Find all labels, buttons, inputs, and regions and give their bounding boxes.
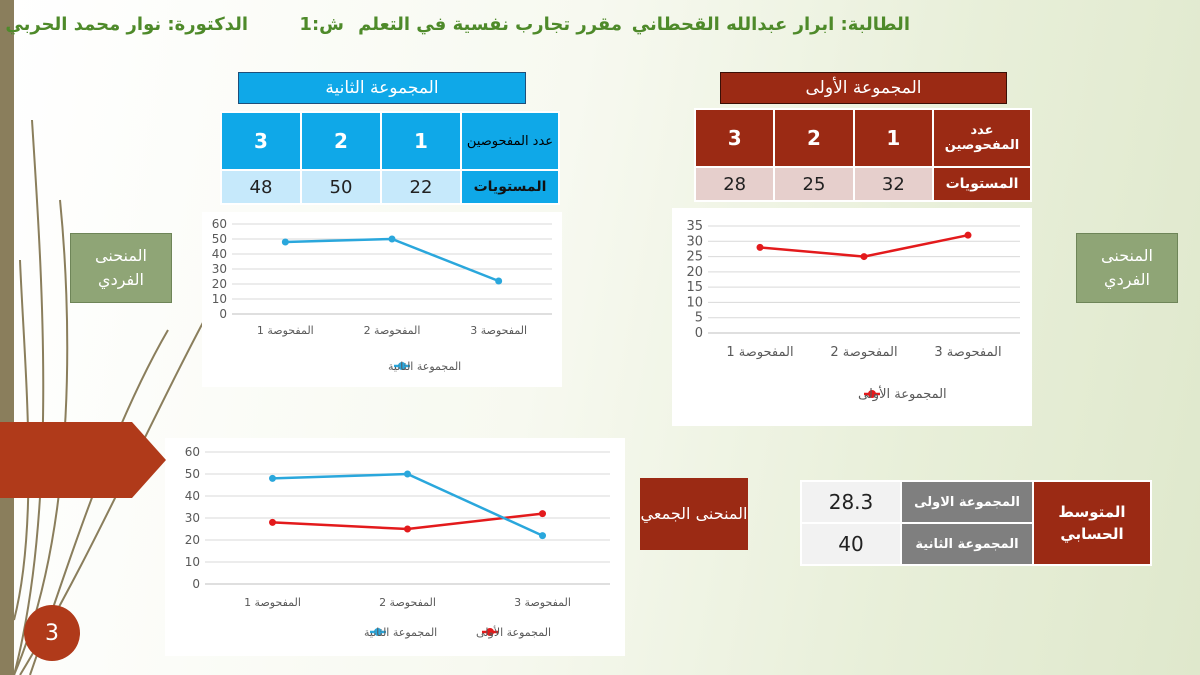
x-tick-label: المفحوصة 1 [244,596,301,609]
y-tick-label: 50 [212,232,227,246]
data-point [860,253,868,261]
y-tick-label: 30 [686,234,703,249]
group2-title: المجموعة الثانية [238,72,526,104]
group1-subject-3: 3 [693,108,776,168]
x-tick-label: المفحوصة 2 [364,324,421,337]
slide-header: الطالبة: ابرار عبدالله القحطاني مقرر تجا… [0,6,1060,50]
y-tick-label: 20 [212,277,227,291]
mean-table: المتوسط الحسابي المجموعة الاولى 28.3 الم… [800,480,1152,566]
data-point [964,231,972,239]
legend-label: المجموعة الثانية [364,626,437,639]
group1-level-1: 32 [852,166,935,202]
group1-subjects-label: عدد المفحوصين [932,108,1032,168]
legend-label: المجموعة الأولى [858,385,947,402]
left-accent-bar [0,0,14,675]
data-point [404,525,411,533]
data-point [539,532,546,540]
group2-level-2: 50 [300,169,382,205]
combined-chart-panel: 0 10 20 30 40 50 60 المفحوصة 1 المفحوصة 2 المفحوص… [165,438,625,656]
group2-subject-3: 3 [220,111,302,171]
legend-label: المجموعة الثانية [388,360,461,373]
group2-subjects-label: عدد المفحوصين [460,111,560,171]
y-tick-label: 40 [212,247,227,261]
y-tick-label: 15 [686,280,703,295]
data-point [539,510,546,518]
course-name: مقرر تجارب نفسية في التعلم [358,14,622,35]
mean-group1-value: 28.3 [800,480,902,524]
legend-swatch-marker [868,390,876,398]
y-tick-label: 20 [686,265,703,280]
section-number: ش:1 [299,14,344,35]
x-tick-label: المفحوصة 3 [934,345,1001,360]
mean-group2-label: المجموعة الثانية [900,522,1034,566]
legend-swatch-marker [486,628,494,636]
data-point [495,277,503,285]
y-tick-label: 10 [185,555,200,569]
data-point [269,518,276,526]
y-tick-label: 10 [686,295,703,310]
data-point [269,474,276,482]
mean-group1-label: المجموعة الاولى [900,480,1034,524]
y-tick-label: 30 [212,262,227,276]
x-tick-label: المفحوصة 2 [379,596,436,609]
group2-level-1: 22 [380,169,462,205]
individual-curve-label-right: المنحنى الفردي [1076,233,1178,303]
mean-group2-value: 40 [800,522,902,566]
data-point [756,243,764,251]
y-tick-label: 40 [185,489,200,503]
y-tick-label: 5 [695,311,703,326]
y-tick-label: 10 [212,292,227,306]
group2-table: عدد المفحوصين 1 2 3 المستويات 22 50 48 [220,111,560,205]
group2-subject-2: 2 [300,111,382,171]
x-tick-label: المفحوصة 1 [726,345,793,360]
y-tick-label: 0 [695,326,703,341]
group1-level-2: 25 [773,166,855,202]
group2-subject-1: 1 [380,111,462,171]
data-point [388,235,396,243]
group1-subject-2: 2 [773,108,855,168]
legend-swatch-marker [398,362,406,370]
x-tick-label: المفحوصة 1 [257,324,314,337]
y-tick-label: 25 [686,250,703,265]
legend-item: المجموعة الثانية [364,626,437,639]
collective-curve-label: المنحنى الجمعي [640,478,748,550]
decorative-arrow-shape [0,422,166,498]
data-point [404,470,411,478]
group1-subject-1: 1 [852,108,935,168]
combined-line-chart: 0 10 20 30 40 50 60 المفحوصة 1 المفحوصة 2 المفحوص… [185,445,610,639]
y-tick-label: 60 [185,445,200,459]
student-name: الطالبة: ابرار عبدالله القحطاني [631,14,910,35]
y-tick-label: 30 [185,511,200,525]
y-tick-label: 35 [686,219,703,234]
legend-item: المجموعة الأولى [858,385,947,402]
legend-swatch-marker [374,628,382,636]
group1-level-3: 28 [693,166,776,202]
doctor-name: الدكتورة: نوار محمد الحربي [5,14,248,35]
y-tick-label: 20 [185,533,200,547]
legend-item: المجموعة الثانية [388,360,461,373]
series-line [285,237,500,283]
group1-chart-panel: 0 5 10 15 20 25 30 35 المفحوصة 1 المفحوصة 2 المفحو… [672,208,1032,426]
y-tick-label: 0 [219,307,227,321]
group2-levels-label: المستويات [460,169,560,205]
y-tick-label: 60 [212,217,227,231]
group1-table: عدد المفحوصين 1 2 3 المستويات 32 25 28 [693,108,1032,202]
group1-title: المجموعة الأولى [720,72,1007,104]
x-tick-label: المفحوصة 3 [514,596,571,609]
x-tick-label: المفحوصة 3 [470,324,527,337]
legend-label: المجموعة الأولى [476,625,551,639]
data-point [281,238,289,246]
legend-item: المجموعة الأولى [476,625,551,639]
group1-levels-label: المستويات [932,166,1032,202]
y-tick-label: 50 [185,467,200,481]
individual-curve-label-left: المنحنى الفردي [70,233,172,303]
group2-level-3: 48 [220,169,302,205]
page-number: 3 [24,605,80,661]
x-tick-label: المفحوصة 2 [830,345,897,360]
y-tick-label: 0 [192,577,200,591]
group2-chart-panel: 0 10 20 30 40 50 60 المفحوصة 1 المفحوصة 2 المفحوص… [202,212,562,387]
mean-title: المتوسط الحسابي [1032,480,1152,566]
